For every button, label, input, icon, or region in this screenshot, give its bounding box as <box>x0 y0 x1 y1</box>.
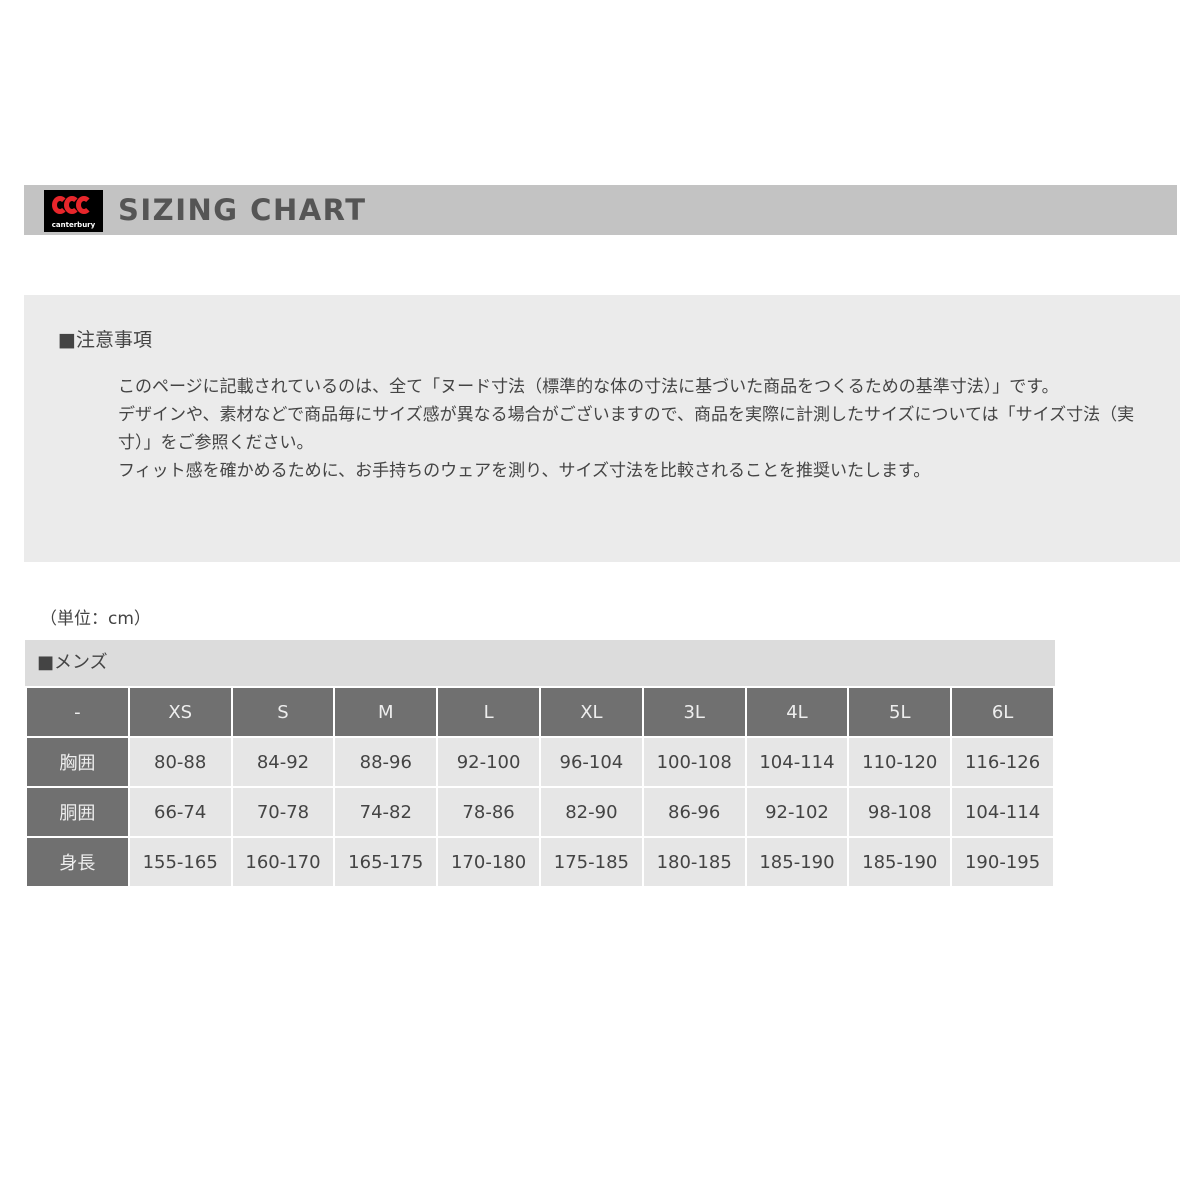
table-cell: 78-86 <box>436 786 541 838</box>
table-cell: 155-165 <box>127 836 233 888</box>
table-cell: 70-78 <box>230 786 336 838</box>
table-cell: 185-190 <box>744 836 850 888</box>
table-cell: 110-120 <box>847 736 953 788</box>
row-header: 胴囲 <box>25 786 130 838</box>
table-cell: 180-185 <box>641 836 747 888</box>
size-table: ■メンズ - XS S M L XL 3L 4L 5L 6L 胸囲 80-88 84-92 88-96 9… <box>25 640 1055 888</box>
table-cell: 100-108 <box>641 736 747 788</box>
table-row: 身長 155-165 160-170 165-175 170-180 175-185 180… <box>25 836 1055 888</box>
column-header: XS <box>127 686 233 738</box>
table-cell: 98-108 <box>847 786 953 838</box>
page-title: SIZING CHART <box>118 193 367 227</box>
column-header: 5L <box>847 686 953 738</box>
table-cell: 160-170 <box>230 836 336 888</box>
notes-heading: ■注意事項 <box>58 329 152 351</box>
note-paragraph: デザインや、素材などで商品毎にサイズ感が異なる場合がございますので、商品を実際に… <box>118 405 1135 453</box>
column-header: S <box>230 686 336 738</box>
header-row: - XS S M L XL 3L 4L 5L 6L <box>25 686 1055 738</box>
row-header: 身長 <box>25 836 130 888</box>
sizing-chart-header: canterbury SIZING CHART <box>24 185 1177 235</box>
table-row: 胴囲 66-74 70-78 74-82 78-86 82-90 86-96 92-102 98… <box>25 786 1055 838</box>
column-header: L <box>436 686 541 738</box>
table-cell: 74-82 <box>333 786 439 838</box>
column-header: XL <box>538 686 644 738</box>
table-cell: 175-185 <box>538 836 644 888</box>
column-header: 3L <box>641 686 747 738</box>
table-cell: 66-74 <box>127 786 233 838</box>
table-cell: 190-195 <box>950 836 1055 888</box>
table-cell: 104-114 <box>950 786 1055 838</box>
table-row: 胸囲 80-88 84-92 88-96 92-100 96-104 100-108 104-… <box>25 736 1055 788</box>
table-cell: 170-180 <box>436 836 541 888</box>
table-cell: 84-92 <box>230 736 336 788</box>
table-cell: 92-102 <box>744 786 850 838</box>
unit-label: （単位：cm） <box>40 609 151 629</box>
canterbury-logo: canterbury <box>44 190 103 232</box>
table-cell: 80-88 <box>127 736 233 788</box>
row-header: 胸囲 <box>25 736 130 788</box>
table-cell: 92-100 <box>436 736 541 788</box>
column-header: 6L <box>950 686 1055 738</box>
table-cell: 116-126 <box>950 736 1055 788</box>
table-cell: 185-190 <box>847 836 953 888</box>
table-cell: 86-96 <box>641 786 747 838</box>
column-header: M <box>333 686 439 738</box>
table-cell: 104-114 <box>744 736 850 788</box>
table-cell: 82-90 <box>538 786 644 838</box>
column-header: - <box>25 686 130 738</box>
note-paragraph: このページに記載されているのは、全て「ヌード寸法（標準的な体の寸法に基づいた商品… <box>118 377 1059 397</box>
column-header: 4L <box>744 686 850 738</box>
table-cell: 165-175 <box>333 836 439 888</box>
table-cell: 88-96 <box>333 736 439 788</box>
notes-text: このページに記載されているのは、全て「ヌード寸法（標準的な体の寸法に基づいた商品… <box>118 373 1158 485</box>
table-title: ■メンズ <box>25 640 1055 686</box>
notes-box: ■注意事項 このページに記載されているのは、全て「ヌード寸法（標準的な体の寸法に… <box>24 295 1180 562</box>
note-paragraph: フィット感を確かめるために、お手持ちのウェアを測り、サイズ寸法を比較されることを… <box>118 461 931 481</box>
table-cell: 96-104 <box>538 736 644 788</box>
